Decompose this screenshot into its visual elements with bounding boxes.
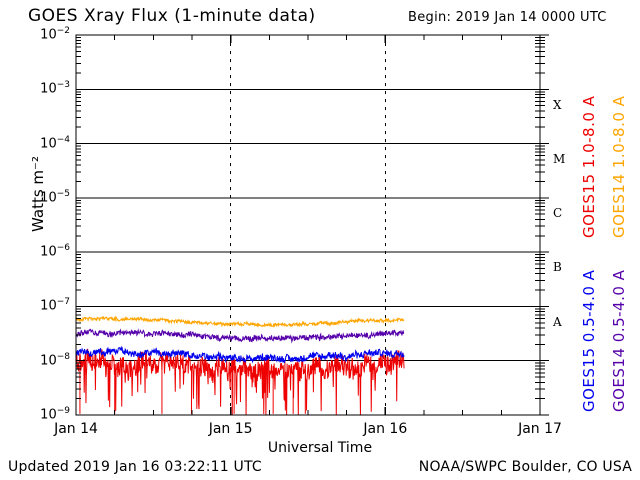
updated-timestamp: Updated 2019 Jan 16 03:22:11 UTC	[8, 459, 262, 475]
page-title: GOES Xray Flux (1-minute data)	[28, 6, 316, 26]
y-tick-label: 10−2	[40, 26, 70, 43]
x-tick-label: Jan 17	[518, 421, 562, 437]
x-tick-label: Jan 14	[54, 421, 98, 437]
flare-class-x: X	[553, 97, 562, 112]
flare-class-a: A	[553, 314, 562, 329]
flare-class-c: C	[553, 206, 563, 221]
data-series-group	[75, 315, 405, 416]
flare-class-b: B	[553, 260, 562, 275]
source-attribution: NOAA/SWPC Boulder, CO USA	[418, 459, 632, 475]
y-tick-label: 10−6	[40, 243, 70, 260]
legend-label-goes14-1-0-8-0-a: GOES14 1.0-8.0 A	[610, 95, 628, 238]
axis-ticks	[75, 34, 549, 416]
flare-class-m: M	[553, 151, 566, 166]
y-tick-label: 10−3	[40, 80, 70, 97]
y-tick-label: 10−7	[40, 297, 70, 314]
legend-label-goes15-0-5-4-0-a: GOES15 0.5-4.0 A	[580, 269, 598, 412]
x-tick-label: Jan 15	[208, 421, 253, 437]
y-tick-label: 10−5	[40, 188, 70, 206]
y-tick-label: 10−8	[40, 351, 70, 369]
legend-label-goes14-0-5-4-0-a: GOES14 0.5-4.0 A	[610, 269, 628, 412]
x-tick-label: Jan 16	[363, 421, 408, 437]
begin-time-label: Begin: 2019 Jan 14 0000 UTC	[408, 10, 607, 25]
legend-label-goes15-1-0-8-0-a: GOES15 1.0-8.0 A	[580, 95, 598, 238]
y-tick-label: 10−4	[40, 134, 70, 151]
y-tick-label: 10−9	[40, 406, 70, 423]
x-axis-label: Universal Time	[267, 440, 373, 456]
